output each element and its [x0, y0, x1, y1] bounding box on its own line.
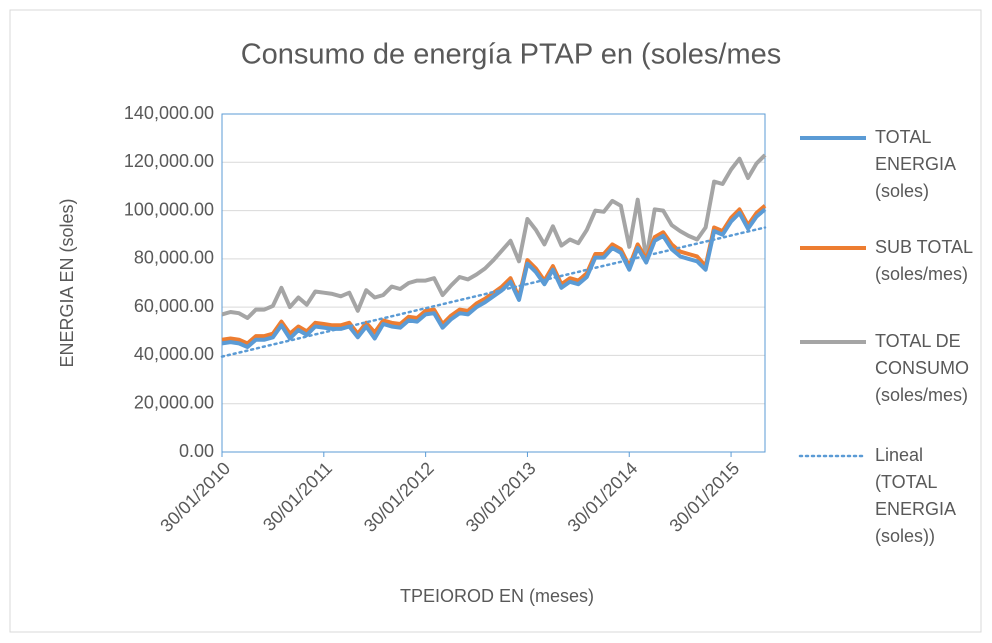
y-axis-title: ENERGIA EN (soles)	[57, 198, 77, 367]
y-tick-label: 0.00	[179, 441, 214, 461]
plot-area	[221, 113, 766, 453]
y-tick-label: 20,000.00	[134, 392, 214, 412]
y-tick-label: 80,000.00	[134, 248, 214, 268]
y-tick-label: 100,000.00	[124, 199, 214, 219]
y-tick-label: 60,000.00	[134, 296, 214, 316]
y-tick-label: 140,000.00	[124, 103, 214, 123]
legend-label: Lineal (TOTAL ENERGIA (soles))	[875, 445, 956, 546]
x-axis-title: TPEIOROD EN (meses)	[400, 586, 594, 606]
chart-title: Consumo de energía PTAP en (soles/mes	[241, 39, 782, 71]
legend-label: TOTAL ENERGIA (soles)	[875, 127, 956, 201]
trend-line	[220, 226, 767, 358]
series-line	[221, 153, 767, 320]
series-line	[221, 207, 767, 349]
y-tick-label: 120,000.00	[124, 151, 214, 171]
legend-label: TOTAL DE CONSUMO (soles/mes)	[875, 331, 969, 405]
y-tick-label: 40,000.00	[134, 344, 214, 364]
legend-label: SUB TOTAL (soles/mes)	[875, 237, 973, 284]
